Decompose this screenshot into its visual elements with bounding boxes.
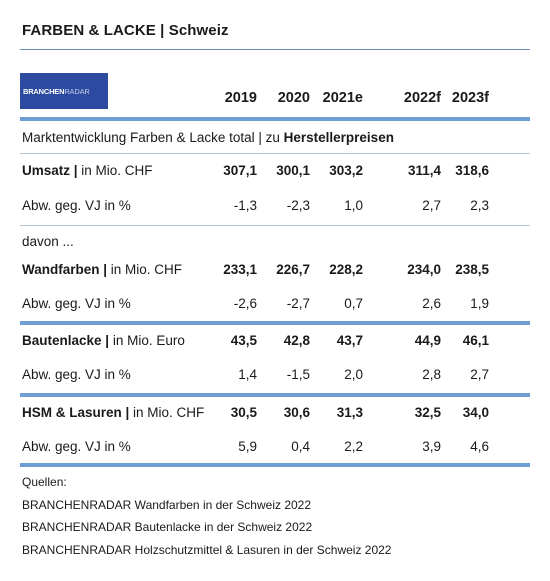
cell: -2,7 (286, 296, 310, 311)
cell: 3,9 (422, 439, 441, 454)
table-bottom-divider (20, 463, 530, 467)
cell: 311,4 (407, 163, 441, 178)
branchenradar-logo: BRANCHENRADAR (20, 73, 108, 109)
cell: 32,5 (414, 405, 441, 420)
source-item: BRANCHENRADAR Wandfarben in der Schweiz … (22, 498, 312, 512)
cell: 238,5 (455, 262, 489, 277)
year-header-2020: 2020 (277, 90, 310, 106)
group-divider (20, 393, 530, 397)
cell: 31,3 (336, 405, 363, 420)
cell: 300,1 (276, 163, 310, 178)
row-label-wandfarben: Wandfarben | in Mio. CHF (22, 262, 183, 277)
row-label-umsatz: Umsatz | in Mio. CHF (22, 163, 153, 178)
source-item: BRANCHENRADAR Bautenlacke in der Schweiz… (22, 520, 313, 534)
cell: 307,1 (223, 163, 257, 178)
cell: 2,8 (422, 367, 441, 382)
cell: 1,4 (238, 367, 257, 382)
cell: 30,5 (230, 405, 257, 420)
year-header-2022f: 2022f (403, 90, 441, 106)
row-label-abw: Abw. geg. VJ in % (22, 198, 131, 213)
cell: 2,7 (422, 198, 441, 213)
cell: 4,6 (470, 439, 489, 454)
cell: 233,1 (223, 262, 257, 277)
cell: 42,8 (283, 333, 310, 348)
cell: 2,2 (344, 439, 363, 454)
cell: -2,6 (233, 296, 257, 311)
cell: 1,9 (470, 296, 489, 311)
davon-label: davon ... (22, 234, 74, 249)
cell: 226,7 (276, 262, 310, 277)
row-divider (20, 225, 530, 226)
cell: -1,3 (233, 198, 257, 213)
cell: 228,2 (329, 262, 363, 277)
cell: 2,3 (470, 198, 489, 213)
row-label-hsm-lasuren: HSM & Lasuren | in Mio. CHF (22, 405, 205, 420)
cell: 44,9 (414, 333, 441, 348)
cell: 2,0 (344, 367, 363, 382)
cell: 5,9 (238, 439, 257, 454)
cell: 46,1 (462, 333, 489, 348)
cell: -2,3 (286, 198, 310, 213)
year-header-2021e: 2021e (322, 90, 363, 106)
cell: 43,7 (336, 333, 363, 348)
cell: 34,0 (462, 405, 489, 420)
group-divider (20, 321, 530, 325)
cell: 0,4 (291, 439, 310, 454)
section-divider (20, 153, 530, 154)
cell: 2,6 (422, 296, 441, 311)
year-header-2019: 2019 (224, 90, 257, 106)
cell: 303,2 (329, 163, 363, 178)
row-label-bautenlacke: Bautenlacke | in Mio. Euro (22, 333, 185, 348)
row-label-abw: Abw. geg. VJ in % (22, 296, 131, 311)
cell: 30,6 (283, 405, 310, 420)
header-divider (20, 117, 530, 121)
row-label-abw: Abw. geg. VJ in % (22, 439, 131, 454)
cell: 318,6 (455, 163, 489, 178)
cell: 43,5 (230, 333, 257, 348)
cell: 234,0 (407, 262, 441, 277)
title-divider (20, 49, 530, 50)
year-header-2023f: 2023f (451, 90, 489, 106)
section-title: Marktentwicklung Farben & Lacke total | … (22, 130, 394, 145)
cell: 0,7 (344, 296, 363, 311)
cell: 1,0 (344, 198, 363, 213)
source-item: BRANCHENRADAR Holzschutzmittel & Lasuren… (22, 543, 392, 557)
sources-title: Quellen: (22, 475, 67, 489)
row-label-abw: Abw. geg. VJ in % (22, 367, 131, 382)
cell: -1,5 (286, 367, 310, 382)
page-title: FARBEN & LACKE | Schweiz (22, 22, 229, 39)
cell: 2,7 (470, 367, 489, 382)
